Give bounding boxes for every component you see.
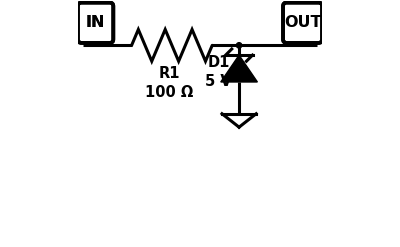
Polygon shape	[82, 39, 95, 44]
FancyBboxPatch shape	[82, 22, 109, 39]
Text: IN: IN	[86, 15, 105, 30]
Text: OUT: OUT	[284, 15, 321, 30]
Polygon shape	[221, 55, 257, 82]
Text: D1: D1	[207, 55, 230, 70]
FancyBboxPatch shape	[78, 3, 113, 43]
Circle shape	[236, 43, 242, 48]
Text: IN: IN	[86, 15, 105, 30]
FancyBboxPatch shape	[283, 3, 322, 43]
Polygon shape	[301, 39, 318, 44]
Text: R1: R1	[159, 66, 180, 81]
Text: 5 V: 5 V	[205, 75, 232, 89]
Text: 100 Ω: 100 Ω	[145, 85, 194, 101]
